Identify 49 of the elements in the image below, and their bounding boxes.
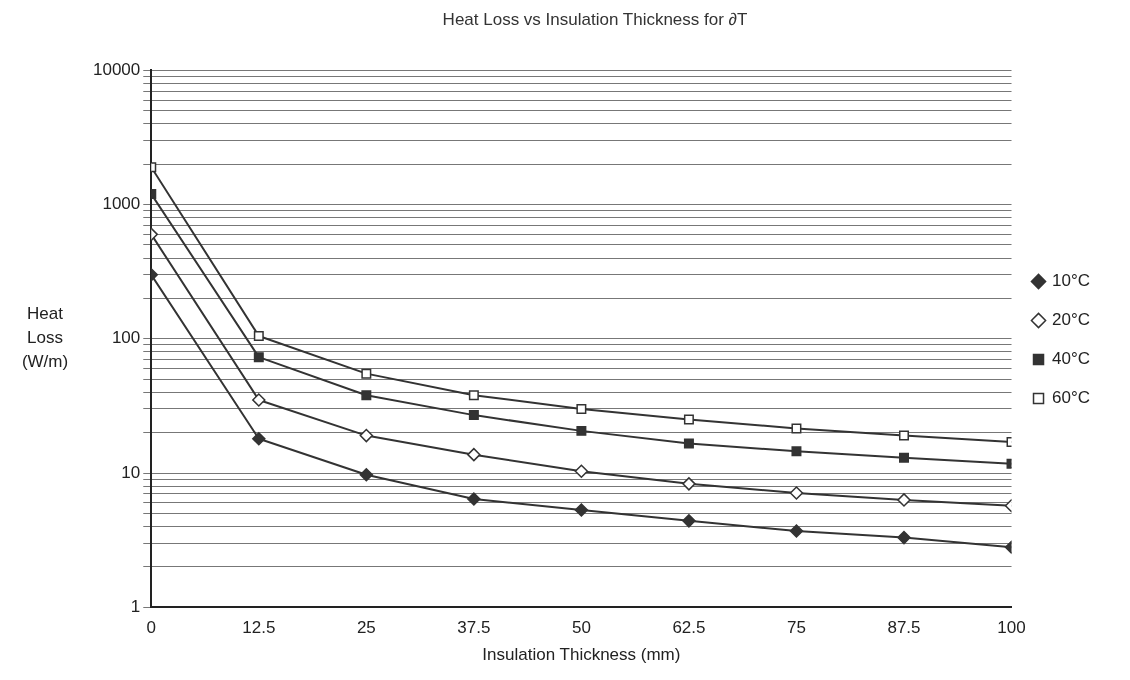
point (898, 452, 909, 463)
point (791, 446, 802, 457)
point (359, 468, 374, 482)
point (683, 414, 694, 425)
point (253, 330, 264, 341)
point (361, 368, 372, 379)
point (467, 492, 481, 506)
point (897, 493, 911, 507)
point (897, 530, 911, 545)
point (467, 447, 481, 462)
x-tick-label: 37.5 (457, 618, 491, 638)
point (576, 403, 587, 414)
point (253, 352, 264, 363)
y-tick-label: 10000 (92, 60, 141, 80)
y-axis-title: Heat Loss (W/m) (21, 304, 69, 372)
y-tick-label: 10 (121, 462, 141, 482)
x-tick-label: 62.5 (672, 618, 706, 638)
point (468, 390, 479, 401)
legend-label: 40°C (1052, 349, 1090, 369)
point (789, 524, 804, 538)
point (789, 486, 804, 500)
point (361, 390, 372, 401)
x-tick-label: 0 (146, 618, 157, 638)
point (576, 425, 587, 436)
legend-label: 10°C (1052, 271, 1090, 291)
point (682, 514, 696, 528)
point (252, 431, 266, 446)
x-tick-label: 100 (997, 618, 1026, 638)
x-axis-title: Insulation Thickness (mm) (482, 645, 681, 665)
x-tick-label: 87.5 (887, 618, 921, 638)
x-tick-label: 25 (356, 618, 376, 638)
point (898, 430, 909, 441)
x-tick-label: 12.5 (242, 618, 276, 638)
chart-title: Heat Loss vs Insulation Thickness for ∂T (442, 9, 748, 29)
point (468, 410, 479, 421)
y-tick-label: 1000 (102, 194, 141, 214)
legend-label: 20°C (1052, 310, 1090, 330)
y-tick-label: 1 (130, 596, 141, 616)
point (359, 428, 374, 443)
point (574, 503, 589, 517)
legend-label: 60°C (1052, 388, 1090, 408)
point (252, 393, 266, 407)
point (791, 423, 802, 434)
point (682, 477, 696, 491)
point (683, 438, 694, 449)
point (574, 464, 589, 479)
x-tick-label: 75 (786, 618, 806, 638)
y-tick-label: 100 (111, 328, 141, 348)
x-tick-label: 50 (571, 618, 591, 638)
